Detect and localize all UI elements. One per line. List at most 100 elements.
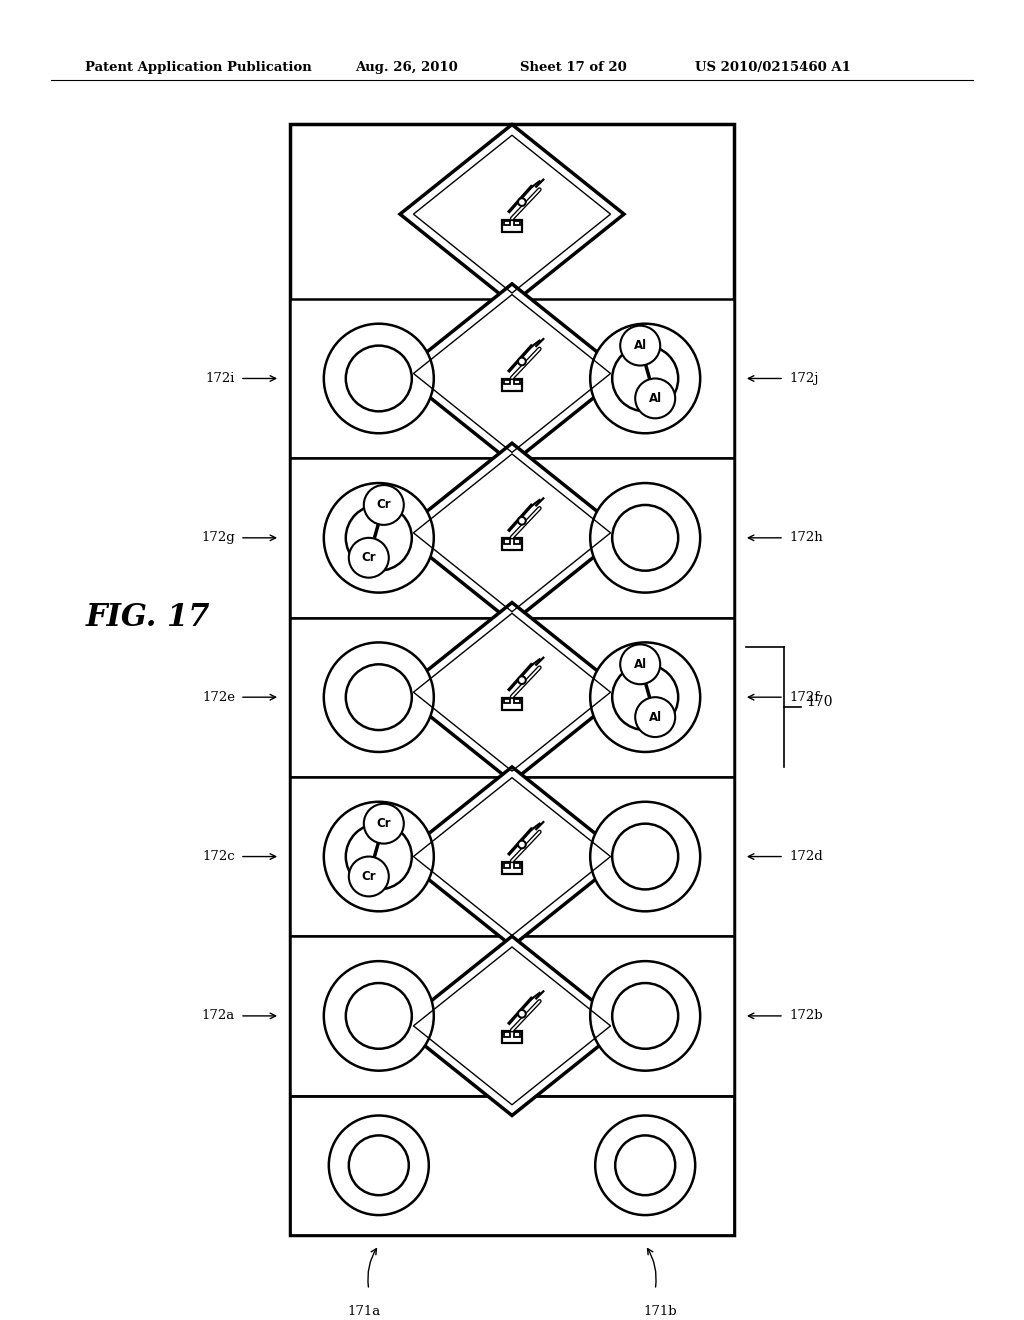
Circle shape [349,857,389,896]
Polygon shape [400,767,624,946]
Bar [512,936,734,1096]
Bar [512,777,734,936]
Bar [514,220,519,226]
Text: US 2010/0215460 A1: US 2010/0215460 A1 [695,61,851,74]
Text: Patent Application Publication: Patent Application Publication [85,61,311,74]
Circle shape [612,983,678,1049]
Circle shape [518,841,525,849]
Circle shape [621,644,660,684]
Circle shape [590,801,700,911]
Bar [514,380,519,384]
Polygon shape [400,284,624,463]
Circle shape [612,346,678,412]
Circle shape [612,506,678,570]
Circle shape [590,483,700,593]
Bar [503,1031,521,1043]
Circle shape [612,664,678,730]
Circle shape [324,961,434,1071]
Bar [512,298,734,458]
Bar [290,936,512,1096]
Text: Al: Al [634,657,647,671]
Text: 172h: 172h [790,532,822,544]
Circle shape [324,643,434,752]
Bar [503,862,521,874]
Text: Al: Al [648,392,662,405]
Bar [503,219,521,232]
Text: Al: Al [648,710,662,723]
Bar [290,618,512,777]
Circle shape [346,506,412,570]
Text: 172b: 172b [790,1010,822,1023]
Text: 172a: 172a [202,1010,234,1023]
Circle shape [612,824,678,890]
Text: Al: Al [634,339,647,352]
Circle shape [518,1010,525,1018]
Bar [514,540,519,544]
Circle shape [324,801,434,911]
Circle shape [346,824,412,890]
Text: Cr: Cr [361,870,376,883]
Text: 172d: 172d [790,850,822,863]
Bar [505,380,510,384]
Circle shape [349,537,389,578]
Circle shape [615,1135,675,1195]
Polygon shape [400,124,624,304]
Polygon shape [400,444,624,623]
Text: 171a: 171a [347,1304,381,1317]
Bar [514,698,519,704]
Text: 171b: 171b [643,1304,677,1317]
Bar [505,540,510,544]
Bar [503,539,521,550]
Bar [290,1096,734,1236]
Circle shape [346,983,412,1049]
Circle shape [346,664,412,730]
Polygon shape [400,602,624,781]
Bar [503,698,521,710]
Circle shape [635,379,675,418]
Text: 172c: 172c [203,850,234,863]
Circle shape [518,517,525,524]
Text: 170: 170 [806,696,833,709]
Text: Cr: Cr [377,499,391,511]
Bar [512,458,734,618]
Circle shape [329,1115,429,1216]
Text: Sheet 17 of 20: Sheet 17 of 20 [520,61,627,74]
Text: 172g: 172g [202,532,234,544]
Circle shape [595,1115,695,1216]
Bar [505,220,510,226]
Circle shape [590,323,700,433]
Bar [290,124,734,1236]
Bar [505,1032,510,1036]
Circle shape [590,961,700,1071]
Text: 172j: 172j [790,372,818,385]
Bar [514,863,519,867]
Text: 172f: 172f [790,690,819,704]
Bar [503,379,521,391]
Polygon shape [400,936,624,1115]
Circle shape [346,346,412,412]
Text: FIG. 17: FIG. 17 [86,602,210,634]
Circle shape [518,198,525,206]
Circle shape [364,484,403,525]
Bar [290,298,512,458]
Text: Cr: Cr [377,817,391,830]
Circle shape [518,358,525,366]
Circle shape [590,643,700,752]
Text: 172e: 172e [202,690,234,704]
Circle shape [324,483,434,593]
Bar [514,1032,519,1036]
Circle shape [518,676,525,684]
Circle shape [324,323,434,433]
Text: Cr: Cr [361,552,376,564]
Bar [512,618,734,777]
Circle shape [349,1135,409,1195]
Bar [505,863,510,867]
Bar [290,458,512,618]
Text: Aug. 26, 2010: Aug. 26, 2010 [355,61,458,74]
Circle shape [635,697,675,737]
Bar [505,698,510,704]
Circle shape [621,326,660,366]
Circle shape [364,804,403,843]
Bar [290,777,512,936]
Text: 172i: 172i [206,372,234,385]
